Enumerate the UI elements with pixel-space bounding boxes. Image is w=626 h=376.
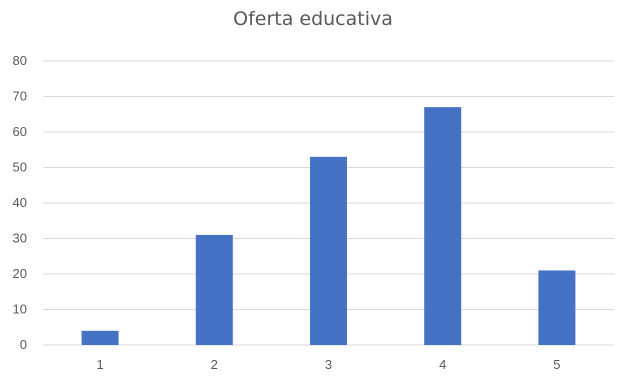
y-tick-label: 70 — [13, 89, 27, 104]
y-tick-label: 50 — [13, 160, 27, 175]
x-tick-label: 2 — [211, 357, 218, 372]
y-tick-label: 40 — [13, 195, 27, 210]
bar — [195, 234, 233, 345]
bar — [310, 156, 347, 345]
bar — [81, 330, 119, 345]
chart-title: Oferta educativa — [233, 8, 393, 30]
y-tick-label: 30 — [13, 231, 27, 246]
x-tick-label: 1 — [96, 357, 103, 372]
x-tick-label: 5 — [553, 357, 560, 372]
y-tick-label: 60 — [13, 124, 27, 139]
x-tick-label: 4 — [439, 357, 446, 372]
bar — [538, 270, 576, 345]
y-tick-label: 10 — [13, 302, 27, 317]
y-tick-label: 80 — [13, 53, 27, 68]
y-tick-label: 0 — [20, 337, 27, 352]
bar — [424, 107, 462, 346]
y-tick-label: 20 — [13, 266, 27, 281]
x-tick-label: 3 — [325, 357, 332, 372]
